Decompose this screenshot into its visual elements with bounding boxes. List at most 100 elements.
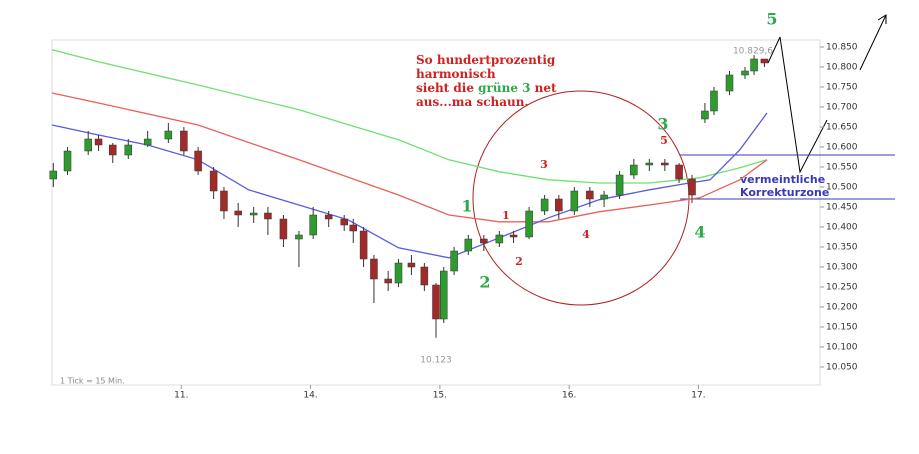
comment-highlight: grüne 3 (478, 81, 530, 95)
wave-label: 1 (461, 197, 472, 216)
comment-line: So hundertprozentig (416, 53, 556, 67)
y-tick-label: 10.300 (826, 263, 858, 273)
candle-body (109, 144, 117, 156)
comment-line: sieht die (416, 81, 478, 95)
zone-label: vermeintliche (740, 173, 825, 186)
candle-body (63, 150, 72, 172)
max-label: 10.829,6 (733, 47, 773, 57)
candle-body (295, 234, 303, 240)
candle-body (710, 90, 718, 112)
y-tick-label: 10.250 (826, 283, 858, 293)
moving-average (51, 49, 768, 184)
candle-body (615, 174, 624, 196)
candle-body (570, 190, 579, 212)
wave-label: 3 (540, 158, 548, 171)
comment-line: aus...ma schaun. (416, 95, 529, 109)
y-tick-label: 10.800 (826, 63, 858, 73)
y-tick-label: 10.550 (826, 163, 858, 173)
arrow-path (859, 14, 887, 71)
comment: aus...ma schaun. (416, 95, 529, 109)
arrows (767, 14, 887, 174)
circle-marker (472, 90, 690, 306)
wave-label: 2 (515, 255, 523, 268)
candle-body (209, 170, 218, 192)
candle-body (480, 238, 488, 244)
wave-label: 3 (657, 115, 668, 134)
y-tick-label: 10.450 (826, 203, 858, 213)
candle-body (540, 198, 549, 212)
candle-body (234, 210, 242, 216)
comment-line: net (530, 81, 557, 95)
candle-body (450, 250, 458, 272)
candle-body (701, 110, 709, 120)
y-tick-label: 10.600 (826, 143, 858, 153)
candle-body (420, 266, 429, 286)
wave-label: 5 (660, 134, 668, 147)
comment: sieht die grüne 3 net (416, 81, 557, 95)
candle-body (349, 224, 358, 232)
candle-body (49, 170, 58, 180)
candle-body (675, 164, 683, 180)
x-tick-label: 15. (433, 391, 447, 401)
y-tick-label: 10.050 (826, 363, 858, 373)
candle-body (509, 234, 518, 238)
comment: harmonisch (416, 67, 496, 81)
wave-label: 5 (766, 10, 777, 29)
candle-body (124, 144, 133, 156)
wave-label: 2 (479, 273, 490, 292)
candle-body (645, 162, 654, 166)
candle-body (164, 130, 173, 140)
candle-body (440, 270, 448, 320)
footnote: 1 Tick = 15 Min. (60, 377, 125, 386)
candle-body (384, 278, 392, 284)
candle-body (525, 210, 533, 238)
zone-label: Korrekturzone (740, 186, 829, 199)
candle-body (495, 234, 504, 244)
comment: So hundertprozentig (416, 53, 556, 67)
candle-body (340, 218, 348, 226)
y-tick-label: 10.200 (826, 303, 858, 313)
candle-body (555, 198, 563, 212)
candle-body (741, 70, 749, 76)
candle-body (84, 138, 92, 152)
y-tick-label: 10.500 (826, 183, 858, 193)
moving-average (51, 112, 768, 259)
y-tick-label: 10.100 (826, 343, 858, 353)
candle-body (324, 214, 333, 220)
wave-label: 4 (694, 223, 705, 242)
y-tick-label: 10.400 (826, 223, 858, 233)
candle-body (94, 138, 103, 146)
wave-label: 1 (502, 209, 510, 222)
candle-body (249, 212, 258, 216)
candle-body (309, 214, 317, 236)
moving-average (51, 92, 768, 223)
candle-body (586, 190, 594, 200)
arrow-path (779, 36, 828, 174)
candle-body (661, 162, 669, 166)
y-tick-label: 10.150 (826, 323, 858, 333)
x-tick-label: 17. (691, 391, 705, 401)
comment-line: harmonisch (416, 67, 496, 81)
candle-body (359, 230, 368, 260)
y-tick-label: 10.750 (826, 83, 858, 93)
candle-body (194, 150, 202, 172)
arrow-path (767, 36, 781, 64)
candle-body (760, 58, 769, 64)
candle-body (279, 218, 288, 240)
candle-body (220, 190, 228, 212)
x-tick-label: 16. (562, 391, 576, 401)
y-tick-label: 10.350 (826, 243, 858, 253)
candle-body (394, 262, 403, 284)
candle-body (630, 164, 638, 176)
candle-body (407, 262, 416, 268)
candle-body (725, 74, 734, 92)
candle-body (750, 58, 758, 72)
wave-label: 4 (582, 228, 590, 241)
candle-body (464, 238, 473, 252)
y-tick-label: 10.650 (826, 123, 858, 133)
candle-body (432, 284, 440, 320)
x-tick-label: 11. (174, 391, 188, 401)
arrow-head (877, 14, 887, 24)
x-tick-label: 14. (303, 391, 317, 401)
